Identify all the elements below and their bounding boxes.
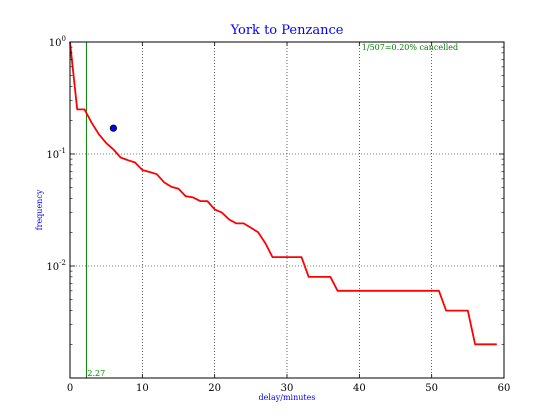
- y-tick-label: 100: [49, 35, 66, 49]
- x-tick-label: 10: [136, 383, 149, 394]
- vline-label: 2.27: [87, 369, 105, 378]
- chart-title: York to Penzance: [230, 23, 344, 38]
- y-tick-label: 10-1: [46, 147, 66, 161]
- tick-layer: 0 10 20 30 40 50 60 100 10-1 10-2: [46, 35, 510, 394]
- x-tick-label: 50: [425, 383, 438, 394]
- y-axis-label: frequency: [35, 189, 44, 230]
- x-tick-label: 20: [208, 383, 221, 394]
- cancelled-point: [109, 124, 118, 132]
- x-tick-label: 0: [67, 383, 73, 394]
- x-tick-label: 60: [498, 383, 511, 394]
- y-tick-label: 10-2: [46, 259, 66, 273]
- data-layer: [69, 41, 497, 378]
- delay-frequency-line: [69, 41, 497, 346]
- x-tick-label: 30: [281, 383, 294, 394]
- x-tick-label: 40: [353, 383, 366, 394]
- cancelled-annotation: 1/507=0.20% cancelled: [362, 43, 458, 52]
- x-axis-label: delay/minutes: [259, 393, 316, 402]
